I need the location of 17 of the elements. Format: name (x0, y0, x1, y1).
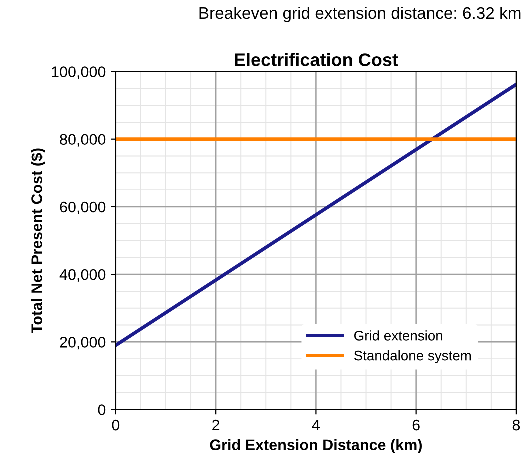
y-tick-label: 60,000 (60, 202, 106, 214)
chart-subtitle: Breakeven grid extension distance: 6.32 km (200, 6, 521, 22)
x-axis-title: Grid Extension Distance (km) (210, 439, 422, 454)
y-tick-label: 100,000 (52, 66, 106, 80)
legend-label: Standalone system (354, 350, 472, 364)
y-tick-label: 80,000 (60, 134, 106, 147)
x-tick-label: 4 (312, 420, 320, 431)
x-tick-label: 0 (112, 420, 120, 431)
legend-label: Grid extension (354, 330, 442, 341)
chart-title: Electrification Cost (235, 53, 398, 66)
x-tick-label: 2 (212, 420, 220, 431)
y-axis-title: Total Net Present Cost ($) (30, 148, 46, 334)
x-tick-label: 6 (412, 420, 420, 431)
x-tick-label: 8 (512, 420, 520, 431)
y-tick-label: 40,000 (60, 269, 106, 282)
y-tick-label: 20,000 (60, 337, 106, 350)
y-tick-label: 0 (98, 404, 106, 416)
